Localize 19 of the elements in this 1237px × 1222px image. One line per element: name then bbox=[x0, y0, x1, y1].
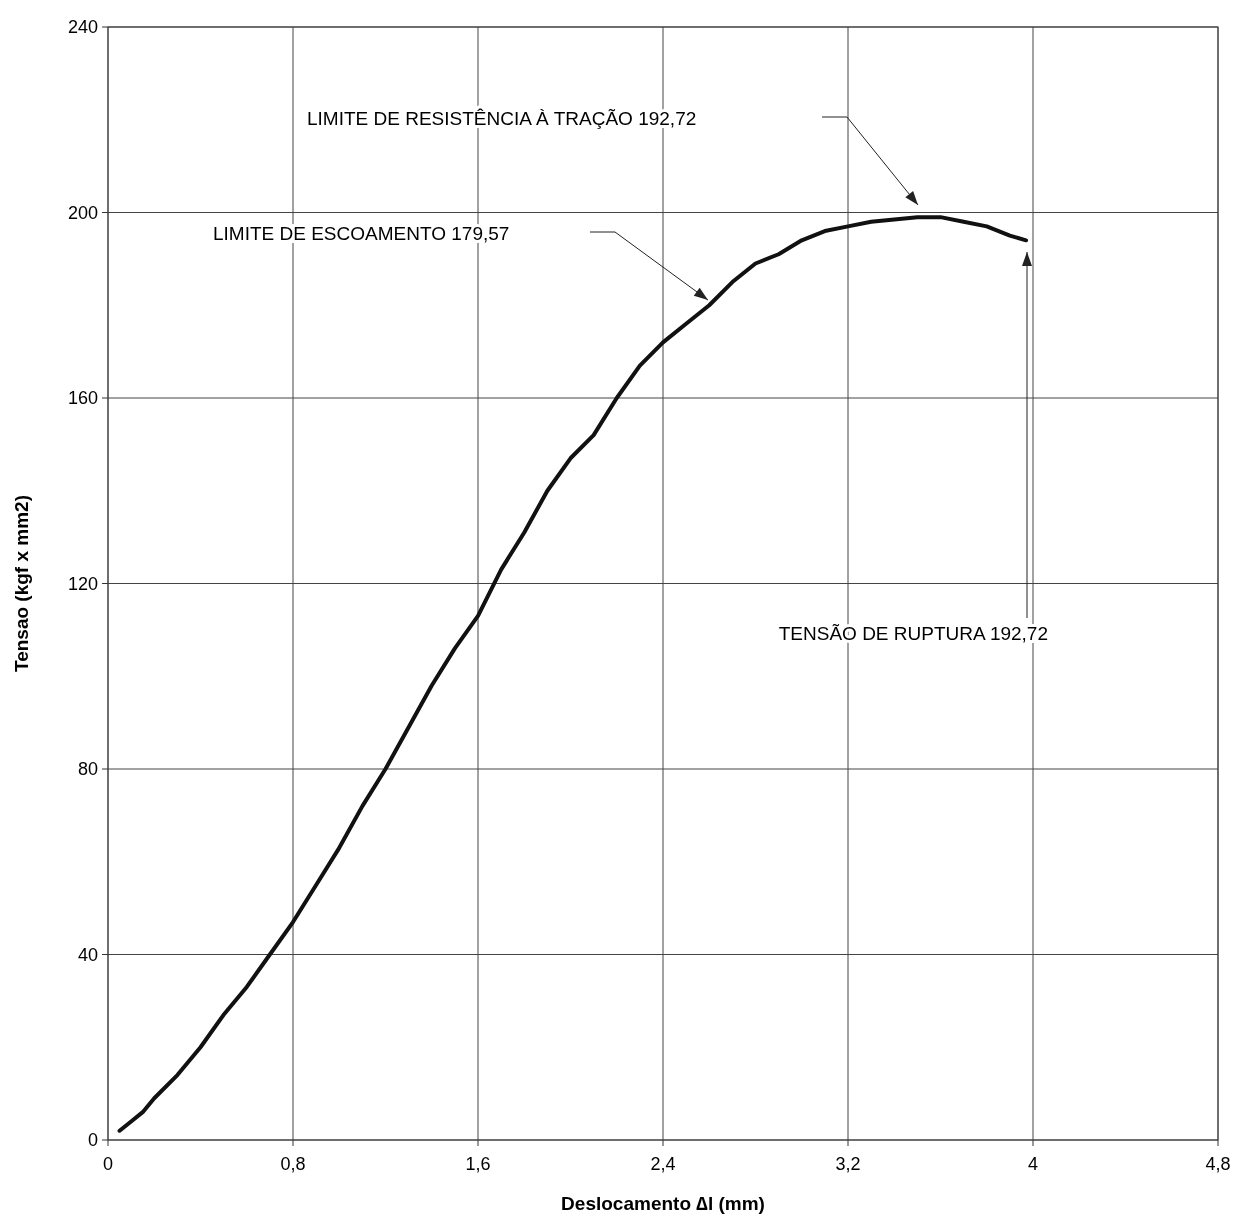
x-tick-label: 0,8 bbox=[280, 1154, 306, 1174]
x-tick-label: 3,2 bbox=[835, 1154, 861, 1174]
y-tick-label: 40 bbox=[77, 944, 98, 965]
y-tick-label: 0 bbox=[87, 1130, 98, 1150]
annotation: LIMITE DE ESCOAMENTO 179,57 bbox=[213, 223, 510, 244]
y-tick-label: 80 bbox=[77, 759, 98, 779]
x-tick-label: 0 bbox=[102, 1154, 114, 1174]
y-tick-label: 240 bbox=[67, 17, 98, 37]
x-tick-label: 2,4 bbox=[650, 1154, 676, 1174]
annotation: LIMITE DE RESISTÊNCIA À TRAÇÃO 192,72 bbox=[307, 108, 697, 129]
x-tick-label: 1,6 bbox=[465, 1154, 491, 1174]
x-tick-label: 4 bbox=[1027, 1154, 1039, 1174]
y-tick-label: 160 bbox=[67, 388, 98, 408]
y-tick-label: 120 bbox=[67, 573, 98, 594]
y-axis-title: Tensao (kgf x mm2) bbox=[11, 494, 32, 673]
y-tick-label: 200 bbox=[67, 202, 98, 223]
annotation: TENSÃO DE RUPTURA 192,72 bbox=[778, 623, 1048, 644]
x-tick-label: 4,8 bbox=[1205, 1154, 1231, 1174]
x-axis-title: Deslocamento ∆l (mm) bbox=[561, 1193, 765, 1214]
